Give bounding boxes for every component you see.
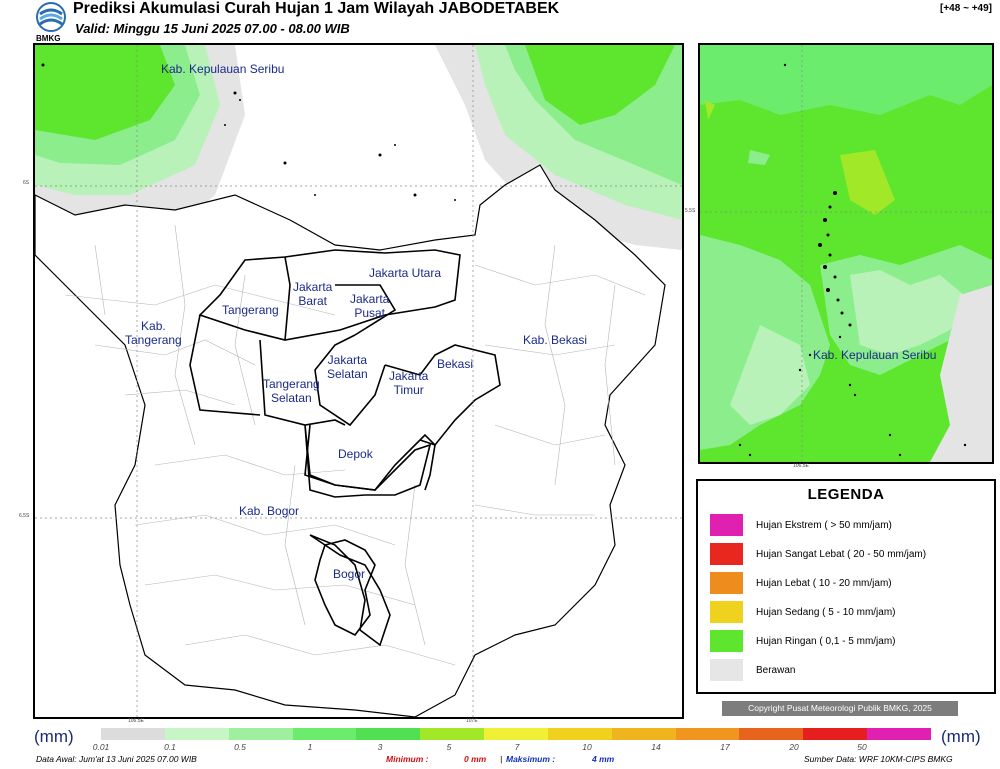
legend-label: Hujan Sedang ( 5 - 10 mm/jam): [756, 606, 896, 618]
legend-label: Hujan Ekstrem ( > 50 mm/jam): [756, 519, 892, 531]
legend-item-ringan: Hujan Ringan ( 0,1 - 5 mm/jam): [710, 630, 896, 652]
legend-title: LEGENDA: [807, 486, 885, 503]
lat-axis-6-5s: 6.5S: [19, 513, 30, 519]
colorbar-tick: 14: [651, 742, 661, 752]
legend-item-lebat: Hujan Lebat ( 10 - 20 mm/jam): [710, 572, 892, 594]
inset-map: Kab. Kepulauan Seribu: [698, 43, 994, 464]
colorbar-tick: 0.01: [92, 742, 110, 752]
label-tangerang-selatan: Tangerang Selatan: [263, 377, 320, 405]
legend-item-sangat-lebat: Hujan Sangat Lebat ( 20 - 50 mm/jam): [710, 543, 926, 565]
label-jakarta-utara: Jakarta Utara: [369, 266, 442, 280]
colorbar-tick: 7: [514, 742, 520, 752]
colorbar-unit-right: (mm): [941, 727, 981, 746]
minimum-value: 0 mm: [464, 754, 487, 764]
legend-label: Hujan Ringan ( 0,1 - 5 mm/jam): [756, 635, 896, 647]
legend-item-ekstrem: Hujan Ekstrem ( > 50 mm/jam): [710, 514, 892, 536]
maksimum-label: Maksimum :: [506, 754, 556, 764]
legend-swatch: [710, 514, 743, 536]
colorbar-tick: 5: [446, 742, 452, 752]
sumber-data: Sumber Data: WRF 10KM-CIPS BMKG: [804, 754, 953, 764]
lat-axis-6s: 6S: [23, 180, 30, 186]
label-jakarta-selatan: Jakarta Selatan: [327, 353, 368, 381]
main-map-canvas: [35, 45, 682, 717]
colorbar-tick: 0.1: [164, 742, 176, 752]
legend-swatch: [710, 572, 743, 594]
legend-swatch: [710, 659, 743, 681]
inset-map-canvas: [700, 45, 992, 462]
colorbar-segment: [420, 728, 485, 740]
colorbar-segment: [228, 728, 293, 740]
legend-label: Berawan: [756, 664, 796, 676]
label-kab-kepulauan-seribu: Kab. Kepulauan Seribu: [161, 62, 285, 76]
legend-swatch: [710, 601, 743, 623]
colorbar-tick: 1: [307, 742, 313, 752]
inset-lon-label: 106.5E: [793, 463, 809, 469]
inset-lat-label: 5.5S: [685, 208, 696, 214]
data-awal: Data Awal: Jum'at 13 Juni 2025 07.00 WIB: [36, 754, 197, 764]
logo-text: BMKG: [36, 34, 61, 43]
colorbar-tick: 17: [720, 742, 730, 752]
colorbar-segment: [803, 728, 868, 740]
forecast-range: [+48 ~ +49]: [940, 3, 992, 14]
colorbar-tick: 0.5: [234, 742, 246, 752]
legend-panel: LEGENDA Hujan Ekstrem ( > 50 mm/jam) Huj…: [696, 479, 996, 694]
label-jakarta-barat: Jakarta Barat: [293, 280, 333, 308]
label-kab-bogor: Kab. Bogor: [239, 504, 300, 518]
colorbar-segment: [739, 728, 804, 740]
inset-label-kab-kepulauan-seribu: Kab. Kepulauan Seribu: [813, 348, 937, 362]
colorbar-segment: [101, 728, 165, 740]
lon-axis-107e: 107E: [466, 718, 478, 724]
colorbar-segment: [867, 728, 931, 740]
main-map: Kab. Kepulauan Seribu Jakarta Utara Jaka…: [33, 43, 684, 719]
colorbar-segment: [164, 728, 229, 740]
legend-swatch: [710, 630, 743, 652]
valid-time: Valid: Minggu 15 Juni 2025 07.00 - 08.00…: [75, 21, 350, 36]
legend-item-berawan: Berawan: [710, 659, 795, 681]
bmkg-logo: [34, 2, 68, 42]
copyright-notice: Copyright Pusat Meteorologi Publik BMKG,…: [722, 701, 958, 716]
label-tangerang: Tangerang: [222, 303, 279, 317]
legend-label: Hujan Sangat Lebat ( 20 - 50 mm/jam): [756, 548, 927, 560]
label-jakarta-timur: Jakarta Timur: [389, 369, 429, 397]
maksimum-value: 4 mm: [592, 754, 615, 764]
legend-label: Hujan Lebat ( 10 - 20 mm/jam): [756, 577, 892, 589]
separator: |: [500, 754, 503, 764]
colorbar-segment: [611, 728, 676, 740]
colorbar-tick: 10: [582, 742, 592, 752]
label-depok: Depok: [338, 447, 373, 461]
colorbar-segment: [292, 728, 357, 740]
colorbar-tick: 20: [789, 742, 799, 752]
minimum-label: Minimum :: [386, 754, 429, 764]
label-kab-tangerang: Kab. Tangerang: [125, 319, 182, 347]
colorbar: [101, 728, 931, 740]
label-jakarta-pusat: Jakarta Pusat: [350, 292, 390, 320]
lon-axis-106-5e: 106.5E: [128, 718, 144, 724]
colorbar-unit-left: (mm): [34, 727, 74, 746]
colorbar-tick: 3: [377, 742, 383, 752]
label-kab-bekasi: Kab. Bekasi: [523, 333, 588, 347]
page-title: Prediksi Akumulasi Curah Hujan 1 Jam Wil…: [73, 0, 560, 17]
colorbar-segment: [675, 728, 740, 740]
legend-swatch: [710, 543, 743, 565]
colorbar-segment: [547, 728, 612, 740]
label-bekasi: Bekasi: [437, 357, 474, 371]
label-bogor: Bogor: [333, 567, 366, 581]
colorbar-segment: [484, 728, 548, 740]
legend-item-sedang: Hujan Sedang ( 5 - 10 mm/jam): [710, 601, 896, 623]
colorbar-segment: [356, 728, 421, 740]
colorbar-tick: 50: [857, 742, 867, 752]
